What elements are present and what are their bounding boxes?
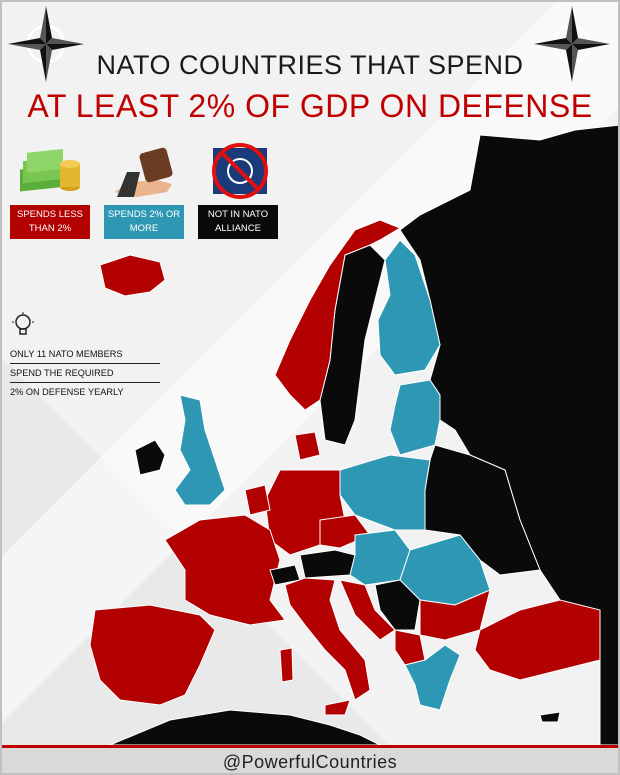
legend-label: SPENDS 2% OR MORE [107,209,181,234]
money-stack-icon [20,148,80,192]
region-sicily [324,699,351,716]
hand-wallet-icon [114,147,173,197]
nato-star-icon [8,6,84,82]
region-benelux [244,484,271,516]
europe-map [89,124,620,745]
region-finland [377,239,441,376]
region-slovakia-hungary [349,529,411,586]
region-greece [404,644,461,711]
legend-item-less: SPENDS LESS THAN 2% [10,205,90,239]
region-italy [284,577,371,701]
nato-prohibited-icon [212,143,268,199]
lightbulb-icon [12,312,34,335]
note-line: SPEND THE REQUIRED [10,364,160,383]
page-subtitle: AT LEAST 2% OF GDP ON DEFENSE [27,88,593,124]
region-north-africa [109,709,381,745]
note-line: 2% ON DEFENSE YEARLY [10,387,124,397]
footer-handle: @PowerfulCountries [222,752,398,772]
region-serbia [374,579,421,631]
region-baltics [389,379,441,456]
footer-bar: @PowerfulCountries [0,745,620,775]
info-note: ONLY 11 NATO MEMBERS SPEND THE REQUIRED … [10,345,160,401]
legend-item-non-nato: NOT IN NATO ALLIANCE [198,205,278,239]
region-iceland [99,254,166,297]
region-norway [274,219,402,411]
region-denmark [294,431,321,461]
region-sardinia [279,647,294,683]
legend-item-more: SPENDS 2% OR MORE [104,205,184,239]
region-austria [299,549,356,579]
page-title: NATO COUNTRIES THAT SPEND [96,50,524,80]
region-north-macedonia-albania [394,629,426,666]
legend-label: SPENDS LESS THAN 2% [17,209,83,234]
region-cyprus [539,711,561,723]
nato-star-icon [534,6,610,82]
region-france [164,514,286,626]
region-ireland [134,439,166,476]
note-line: ONLY 11 NATO MEMBERS [10,345,160,364]
region-uk [174,394,226,506]
legend-label: NOT IN NATO ALLIANCE [207,209,269,234]
region-turkey [474,599,601,681]
region-iberia [89,604,216,706]
region-poland [339,454,431,531]
